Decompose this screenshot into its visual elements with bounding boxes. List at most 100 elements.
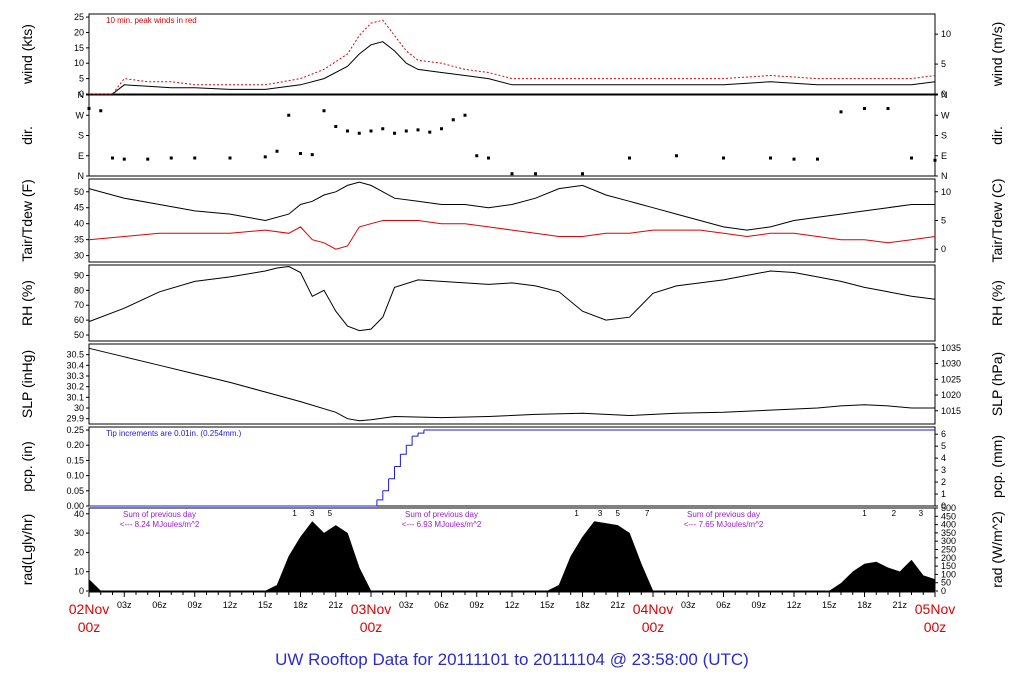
left-tick-label-wind: 15: [74, 43, 84, 53]
right-tick-label-pcp: 4: [941, 453, 946, 463]
y-axis-label-right-slp: SLP (hPa): [989, 352, 1005, 416]
right-tick-label-rad: 350: [941, 528, 956, 538]
series-line-SLP: [88, 347, 935, 422]
x-tick-label: 06z: [434, 600, 449, 610]
dir-point: [463, 113, 467, 117]
dir-point: [581, 172, 584, 176]
left-tick-label-rh: 60: [74, 315, 84, 325]
y-axis-label-left-temp: Tair/Tdew (F): [19, 179, 35, 261]
dir-point: [910, 156, 913, 160]
left-tick-label-temp: 50: [74, 187, 84, 197]
left-tick-label-temp: 35: [74, 235, 84, 245]
left-tick-label-rad: 30: [74, 528, 84, 538]
right-tick-label-pcp: 0: [941, 501, 946, 511]
y-axis-label-left-slp: SLP (inHg): [19, 350, 35, 418]
right-tick-label-dir: E: [941, 151, 947, 161]
radiation-hour-marker: 5: [616, 509, 621, 518]
panel-frame-dir: [88, 94, 936, 177]
x-tick-label: 09z: [469, 600, 484, 610]
right-tick-label-wind: 10: [941, 29, 951, 39]
dir-point: [287, 113, 291, 117]
right-tick-label-wind: 0: [941, 89, 946, 99]
right-tick-label-slp: 1015: [941, 406, 961, 416]
left-tick-label-wind: 5: [79, 74, 84, 84]
left-tick-label-rh: 50: [74, 330, 84, 340]
right-tick-label-dir: N: [941, 90, 948, 100]
left-tick-label-rad: 20: [74, 547, 84, 557]
right-tick-label-slp: 1035: [941, 343, 961, 353]
y-axis-label-left-rh: RH (%): [19, 280, 35, 326]
left-tick-label-dir: W: [76, 110, 85, 120]
dir-point: [122, 157, 126, 161]
series-line-Tdew: [88, 220, 936, 250]
figure-footer-title: UW Rooftop Data for 20111101 to 20111104…: [275, 650, 749, 669]
left-tick-label-dir: S: [78, 131, 84, 141]
left-tick-label-slp: 30.5: [66, 350, 84, 360]
right-tick-label-pcp: 2: [941, 477, 946, 487]
dir-point: [146, 157, 150, 161]
dir-point: [475, 154, 479, 158]
day-tick-sub-label: 00z: [924, 619, 947, 635]
right-tick-label-rad: 200: [941, 553, 956, 563]
x-tick-label: 15z: [822, 600, 837, 610]
x-tick-label: 15z: [540, 600, 555, 610]
panel-frame-slp: [88, 343, 936, 425]
left-tick-label-temp: 30: [74, 251, 84, 261]
dir-point: [933, 158, 937, 162]
right-tick-label-rad: 100: [941, 569, 956, 579]
left-tick-label-pcp: 0.20: [66, 440, 84, 450]
dir-point: [87, 107, 91, 110]
series-line-peak: [89, 19, 936, 95]
x-tick-label: 12z: [223, 600, 238, 610]
daily-sum-value: <--- 8.24 MJoules/m^2: [120, 520, 200, 529]
y-axis-label-right-rad: rad (W/m^2): [989, 511, 1005, 588]
x-tick-label: 21z: [610, 600, 625, 610]
dir-point: [369, 129, 373, 133]
day-tick-sub-label: 00z: [360, 619, 383, 635]
dir-point: [299, 152, 302, 155]
dir-point: [675, 154, 678, 158]
dir-point: [404, 129, 408, 133]
dir-point: [111, 156, 114, 160]
left-tick-label-wind: 0: [79, 89, 84, 99]
left-tick-label-pcp: 0.10: [66, 471, 84, 481]
right-tick-label-dir: N: [941, 171, 948, 181]
left-tick-label-slp: 30.2: [66, 382, 84, 392]
series-line-RH: [88, 265, 936, 332]
left-tick-label-wind: 20: [74, 27, 84, 37]
radiation-hour-marker: 7: [645, 509, 650, 518]
panel-frame-rad: [88, 507, 936, 592]
x-tick-label: 18z: [857, 600, 872, 610]
dir-point: [816, 157, 819, 161]
day-tick-label: 02Nov: [69, 601, 109, 617]
left-tick-label-rh: 90: [74, 270, 84, 280]
dir-point: [263, 155, 267, 159]
dir-point: [722, 156, 725, 160]
panel-annotation-pcp: Tip increments are 0.01in. (0.254mm.): [106, 429, 242, 438]
dir-point: [440, 127, 443, 131]
left-tick-label-rad: 10: [74, 567, 84, 577]
x-tick-label: 06z: [152, 600, 167, 610]
x-tick-label: 12z: [787, 600, 802, 610]
left-tick-label-slp: 30: [74, 403, 84, 413]
y-axis-label-right-dir: dir.: [989, 126, 1005, 145]
y-axis-label-right-temp: Tair/Tdew (C): [989, 178, 1005, 262]
y-axis-label-left-rad: rad(Lgly/hr): [19, 514, 35, 586]
right-tick-label-temp: 10: [941, 187, 951, 197]
dir-point: [228, 156, 232, 160]
left-tick-label-slp: 30.1: [66, 392, 84, 402]
daily-sum-title: Sum of previous day: [687, 510, 760, 519]
left-tick-label-pcp: 0.00: [66, 501, 84, 511]
right-tick-label-rad: 400: [941, 520, 956, 530]
right-tick-label-pcp: 5: [941, 441, 946, 451]
right-tick-label-slp: 1020: [941, 390, 961, 400]
left-tick-label-rad: 40: [74, 509, 84, 519]
right-tick-label-dir: W: [941, 110, 950, 120]
right-tick-label-temp: 5: [941, 216, 946, 226]
left-tick-label-temp: 40: [74, 219, 84, 229]
x-tick-label: 18z: [293, 600, 308, 610]
right-tick-label-slp: 1025: [941, 374, 961, 384]
y-axis-label-right-rh: RH (%): [989, 280, 1005, 326]
series-line-Tair: [88, 181, 935, 231]
